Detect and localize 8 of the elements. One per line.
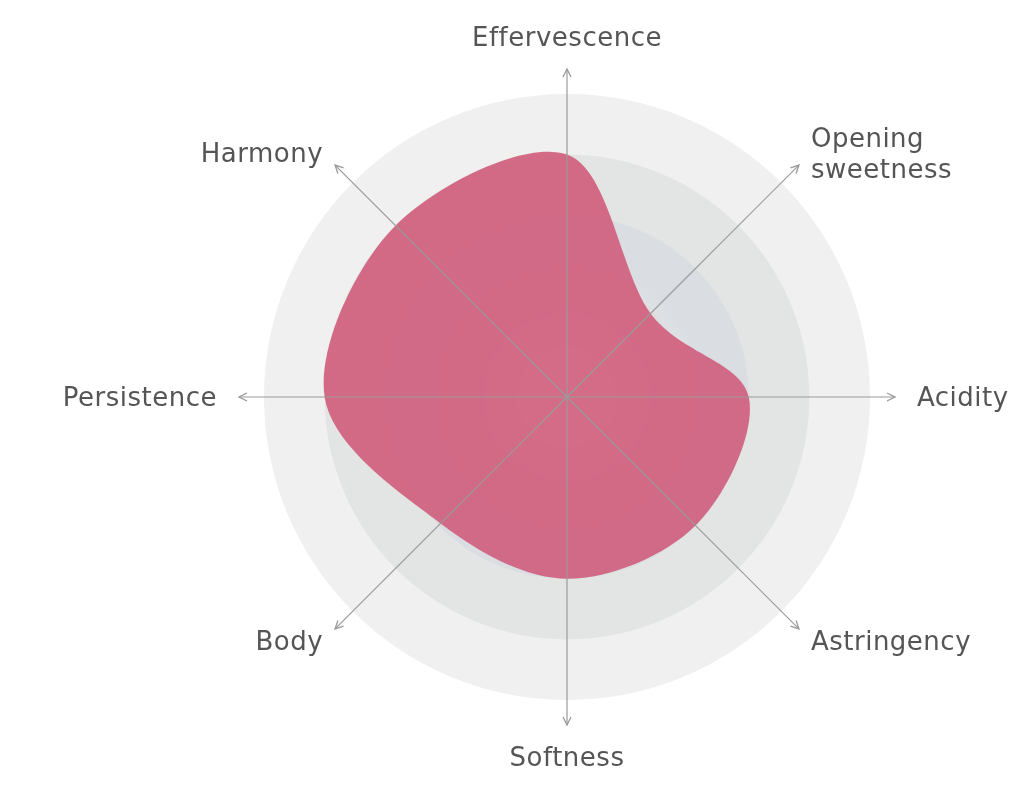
spoke-label: Body	[255, 625, 324, 656]
spoke-label: Harmony	[200, 138, 324, 169]
spoke-label: Effervescence	[472, 22, 662, 52]
spoke-label: Astringency	[810, 625, 972, 656]
spoke-label: Softness	[509, 742, 625, 772]
spoke-label: Persistence	[62, 382, 217, 412]
spoke-label: Acidity	[917, 382, 1009, 412]
spoke-label: Opening sweetness	[810, 122, 953, 184]
